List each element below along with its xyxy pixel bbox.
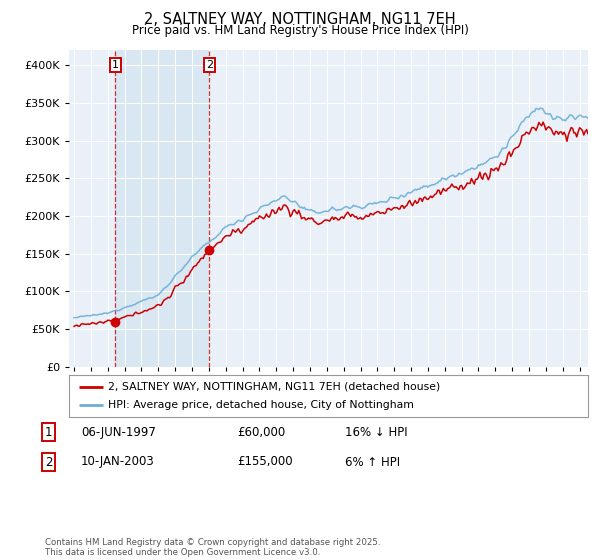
Text: 2, SALTNEY WAY, NOTTINGHAM, NG11 7EH (detached house): 2, SALTNEY WAY, NOTTINGHAM, NG11 7EH (de…	[108, 382, 440, 392]
Text: HPI: Average price, detached house, City of Nottingham: HPI: Average price, detached house, City…	[108, 400, 414, 410]
Text: 1: 1	[112, 60, 119, 70]
Text: 10-JAN-2003: 10-JAN-2003	[81, 455, 155, 469]
Text: 06-JUN-1997: 06-JUN-1997	[81, 426, 156, 439]
Text: 1: 1	[45, 426, 53, 439]
Text: 2: 2	[45, 455, 53, 469]
Text: Price paid vs. HM Land Registry's House Price Index (HPI): Price paid vs. HM Land Registry's House …	[131, 24, 469, 37]
Text: £155,000: £155,000	[237, 455, 293, 469]
Text: 6% ↑ HPI: 6% ↑ HPI	[345, 455, 400, 469]
Text: Contains HM Land Registry data © Crown copyright and database right 2025.
This d: Contains HM Land Registry data © Crown c…	[45, 538, 380, 557]
Text: 2, SALTNEY WAY, NOTTINGHAM, NG11 7EH: 2, SALTNEY WAY, NOTTINGHAM, NG11 7EH	[144, 12, 456, 27]
Text: 2: 2	[206, 60, 213, 70]
Text: 16% ↓ HPI: 16% ↓ HPI	[345, 426, 407, 439]
Bar	[115, 50, 209, 367]
Text: £60,000: £60,000	[237, 426, 285, 439]
